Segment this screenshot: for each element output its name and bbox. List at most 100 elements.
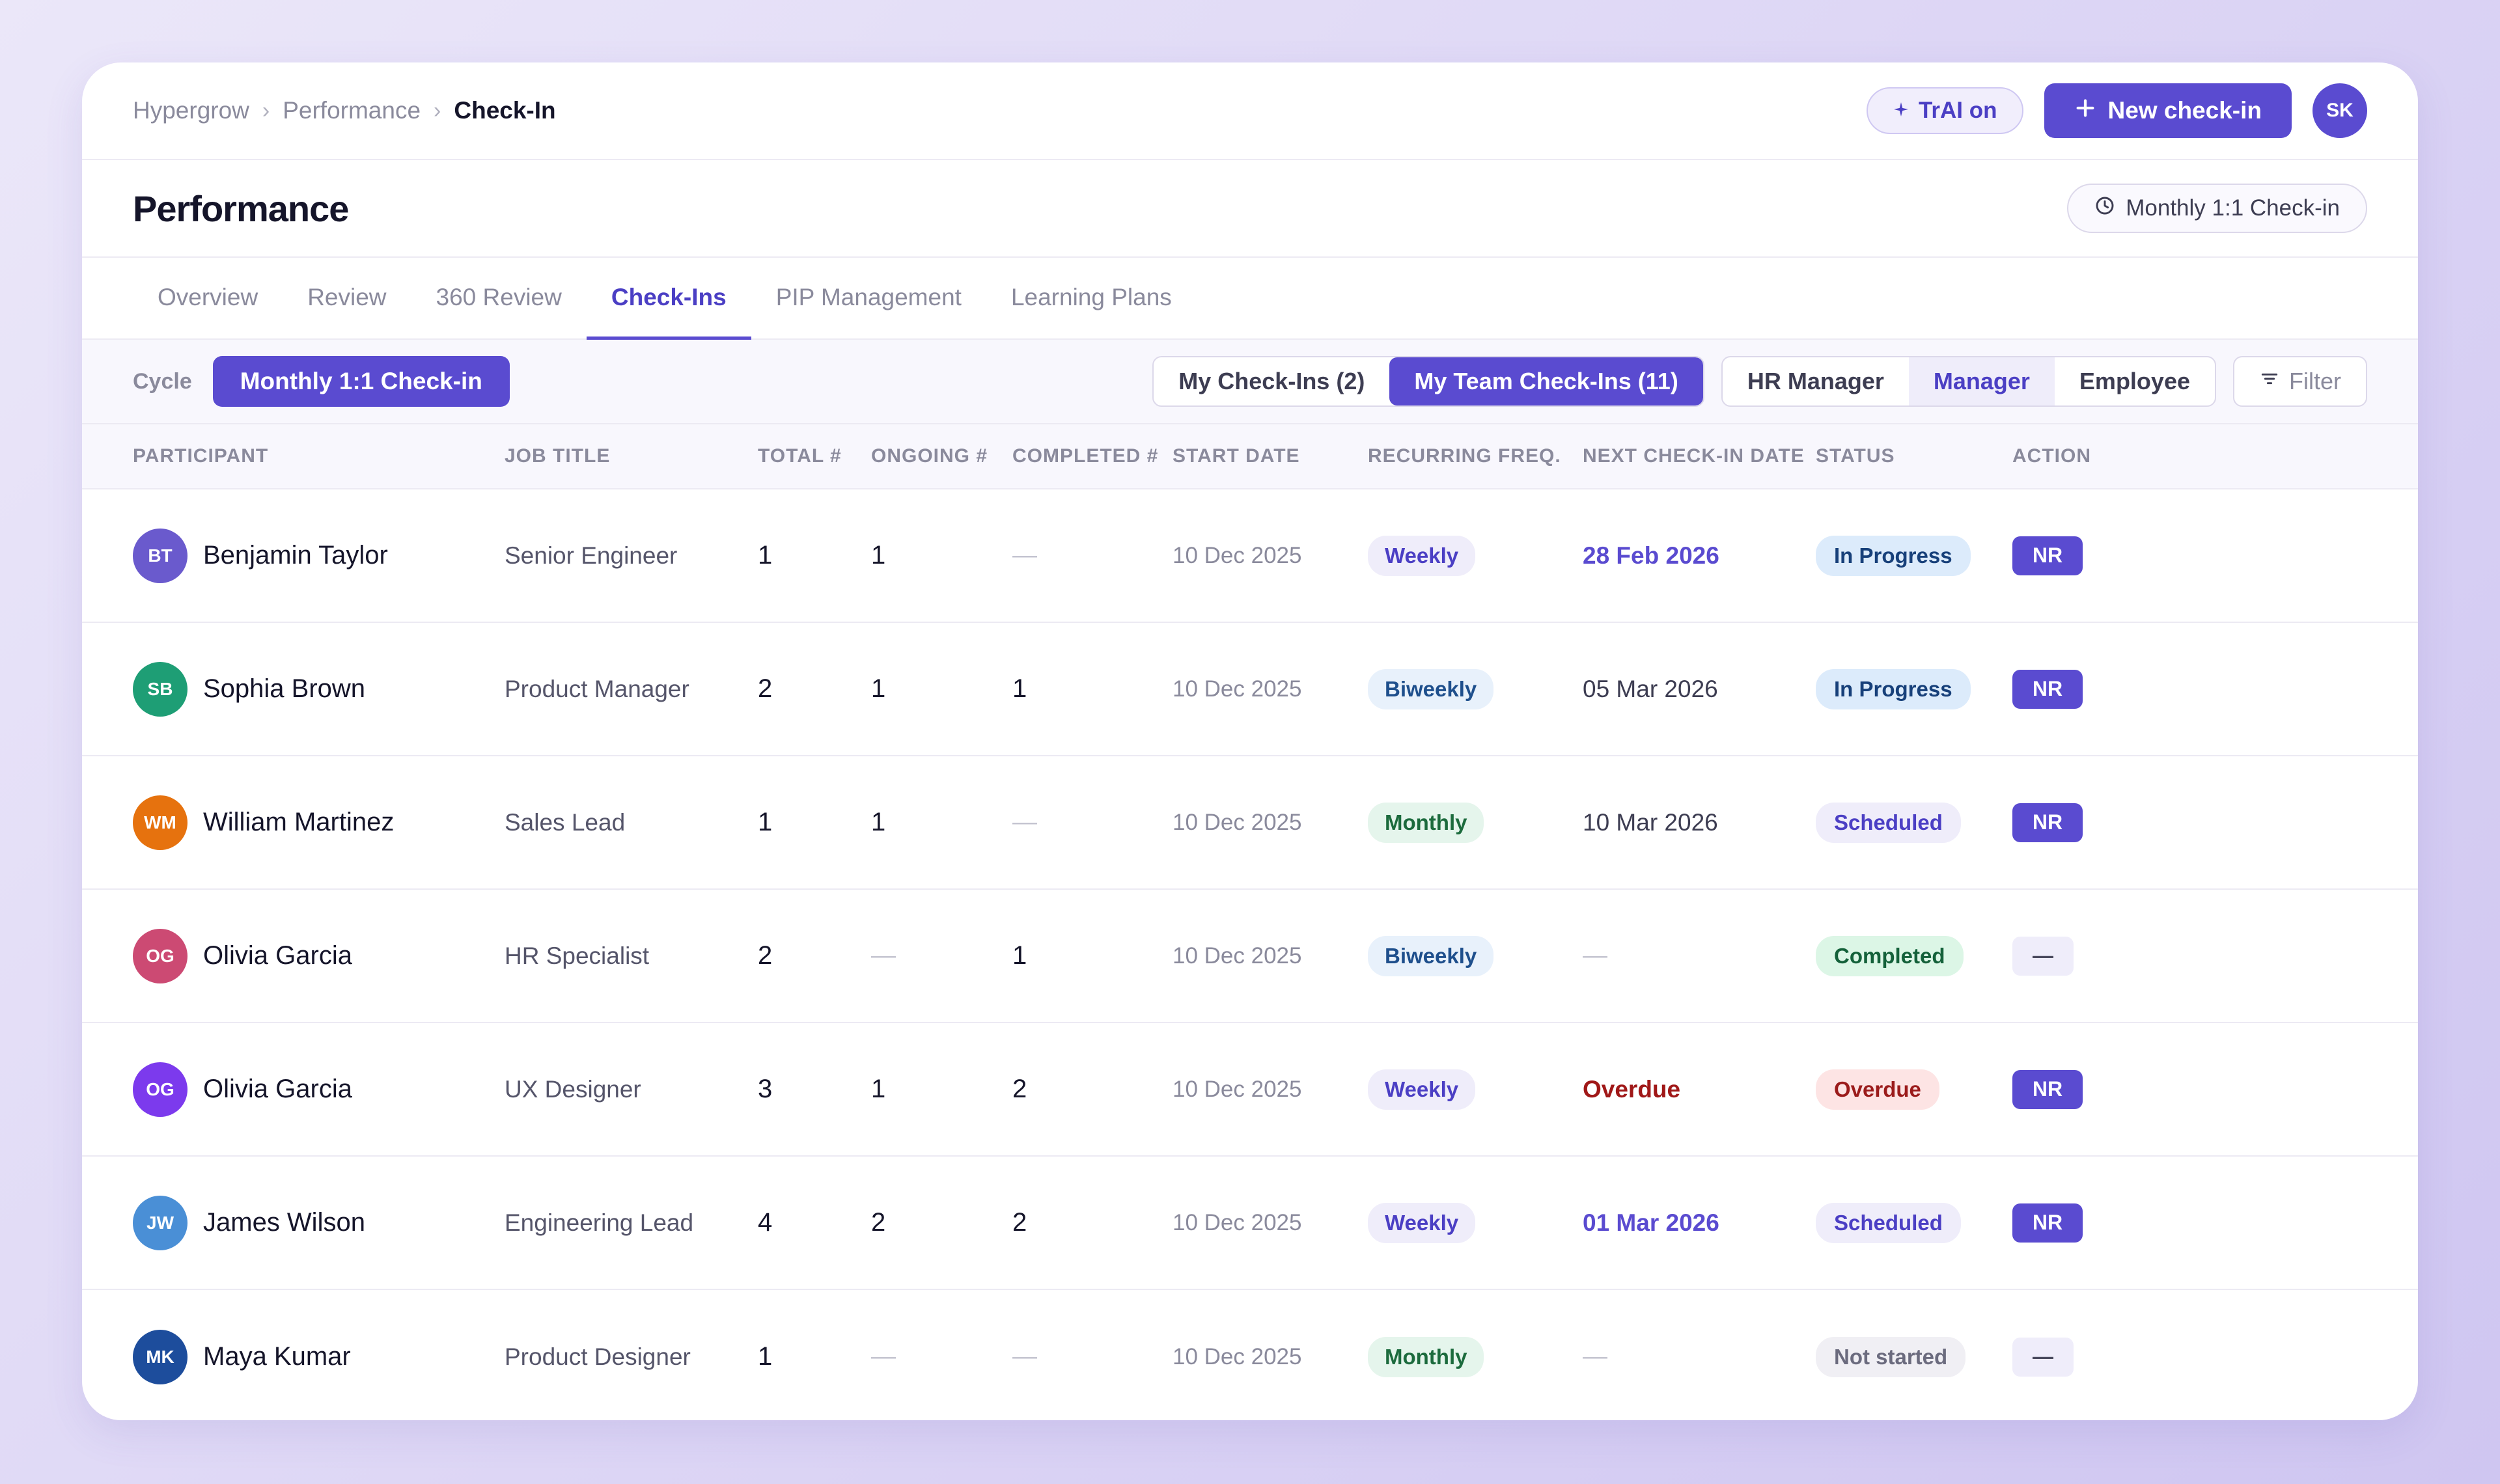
filter-button[interactable]: Filter [2233,356,2367,407]
ongoing-count: 2 [871,1208,886,1237]
filter-label: Filter [2289,368,2341,394]
completed-count: — [1012,542,1037,569]
tab-360-review[interactable]: 360 Review [436,284,562,310]
participant-name[interactable]: Maya Kumar [203,1342,351,1371]
job-title: Engineering Lead [505,1209,694,1236]
status-badge: Not started [1816,1336,1966,1377]
main-card: Hypergrow › Performance › Check-In TrAI … [82,62,2418,1420]
role-hr-manager[interactable]: HR Manager [1747,368,1884,394]
col-participant[interactable]: PARTICIPANT [133,445,269,467]
table-row[interactable]: WM William Martinez Sales Lead 1 1 — 10 Dec 20… [82,756,2418,890]
status-badge: Completed [1816,935,1964,976]
table-row[interactable]: OG Olivia Garcia UX Designer 3 1 2 10 Dec 2025… [82,1023,2418,1157]
table-row[interactable]: JW James Wilson Engineering Lead 4 2 2 10 Dec … [82,1157,2418,1290]
participant-cell: OG Olivia Garcia [133,1062,505,1117]
status-badge: In Progress [1816,668,1971,709]
job-title: Product Designer [505,1343,691,1370]
participant-name[interactable]: Sophia Brown [203,674,366,703]
my-checkins-toggle[interactable]: My Check-Ins (2) [1178,368,1365,394]
job-title: UX Designer [505,1075,641,1103]
page-title: Performance [133,187,349,229]
breadcrumb-current: Check-In [454,97,556,124]
table-row[interactable]: MK Maya Kumar Product Designer 1 — — 10 Dec 20… [82,1290,2418,1420]
filter-controls: My Check-Ins (2) My Team Check-Ins (11) … [1152,356,2367,407]
user-avatar[interactable]: SK [2312,83,2367,138]
action-button[interactable]: NR [2012,803,2083,842]
status-badge: Overdue [1816,1069,1939,1110]
completed-count: — [1012,1343,1037,1370]
start-date: 10 Dec 2025 [1173,1343,1302,1369]
frequency-badge: Monthly [1368,802,1484,843]
avatar: OG [133,928,188,983]
participant-name[interactable]: Olivia Garcia [203,1075,352,1103]
avatar: JW [133,1195,188,1250]
status-badge: Scheduled [1816,1202,1961,1243]
breadcrumb-hypergrow[interactable]: Hypergrow [133,97,249,124]
table-row[interactable]: SB Sophia Brown Product Manager 2 1 1 10 Dec 2… [82,623,2418,756]
total-count: 2 [758,674,773,703]
frequency-badge: Biweekly [1368,668,1494,709]
trai-toggle-button[interactable]: TrAI on [1866,87,2023,134]
frequency-badge: Weekly [1368,1202,1476,1243]
top-bar: Hypergrow › Performance › Check-In TrAI … [82,62,2418,160]
ongoing-count: — [871,942,896,969]
participant-cell: MK Maya Kumar [133,1329,505,1384]
new-checkin-button[interactable]: New check-in [2044,83,2292,138]
my-team-checkins-toggle[interactable]: My Team Check-Ins (11) [1389,357,1703,405]
page-header: Performance Monthly 1:1 Check-in [82,160,2418,258]
tab-bar: Overview Review 360 Review Check-Ins PIP… [82,258,2418,340]
sparkle-icon [1893,98,1910,124]
status-badge: Scheduled [1816,802,1961,843]
action-button[interactable]: NR [2012,1203,2083,1243]
col-start-date[interactable]: START DATE [1173,445,1300,467]
completed-count: 1 [1012,941,1027,970]
participant-name[interactable]: James Wilson [203,1208,365,1237]
breadcrumb-separator: › [262,98,270,123]
participant-name[interactable]: William Martinez [203,808,395,836]
start-date: 10 Dec 2025 [1173,1209,1302,1235]
tab-learning-plans[interactable]: Learning Plans [1010,284,1172,310]
role-employee[interactable]: Employee [2079,368,2190,394]
table-row[interactable]: BT Benjamin Taylor Senior Engineer 1 1 — 10 De… [82,489,2418,623]
total-count: 2 [758,941,773,970]
action-button[interactable]: NR [2012,536,2083,575]
tab-check-ins[interactable]: Check-Ins [586,256,751,340]
total-count: 4 [758,1208,773,1237]
table-row[interactable]: OG Olivia Garcia HR Specialist 2 — 1 10 Dec 20… [82,890,2418,1023]
role-toggle: HR Manager Manager Employee [1721,356,2216,407]
job-title: HR Specialist [505,942,650,969]
start-date: 10 Dec 2025 [1173,942,1302,969]
top-actions: TrAI on New check-in SK [1866,83,2367,138]
participant-name[interactable]: Benjamin Taylor [203,541,388,570]
tab-pip-management[interactable]: PIP Management [775,284,962,310]
col-job-title[interactable]: JOB TITLE [505,445,611,467]
scope-toggle: My Check-Ins (2) My Team Check-Ins (11) [1152,356,1704,407]
col-ongoing[interactable]: ONGOING # [871,445,988,467]
next-checkin-date: Overdue [1583,1075,1681,1103]
cycle-pill[interactable]: Monthly 1:1 Check-in [2067,184,2367,233]
avatar: SB [133,661,188,717]
participant-name[interactable]: Olivia Garcia [203,941,352,970]
col-next-checkin-date[interactable]: NEXT CHECK-IN DATE [1583,445,1805,467]
next-checkin-date: — [1583,942,1607,969]
col-recurring-freq[interactable]: RECURRING FREQ. [1368,445,1561,467]
col-action: ACTION [2012,445,2091,467]
table-body: BT Benjamin Taylor Senior Engineer 1 1 — 10 De… [82,489,2418,1420]
action-button[interactable]: NR [2012,669,2083,709]
tab-overview[interactable]: Overview [158,284,258,310]
breadcrumb-performance[interactable]: Performance [283,97,421,124]
table-header: PARTICIPANT JOB TITLE TOTAL # ONGOING # … [82,424,2418,489]
completed-count: 1 [1012,674,1027,703]
col-status[interactable]: STATUS [1816,445,1895,467]
role-manager[interactable]: Manager [1908,357,2055,405]
ongoing-count: 1 [871,808,886,836]
ongoing-count: 1 [871,674,886,703]
col-total[interactable]: TOTAL # [758,445,842,467]
completed-count: — [1012,808,1037,836]
action-button[interactable]: NR [2012,1069,2083,1109]
breadcrumb-separator: › [434,98,441,123]
cycle-select[interactable]: Monthly 1:1 Check-in [212,356,510,407]
start-date: 10 Dec 2025 [1173,1076,1302,1102]
col-completed[interactable]: COMPLETED # [1012,445,1159,467]
tab-review[interactable]: Review [307,284,387,310]
